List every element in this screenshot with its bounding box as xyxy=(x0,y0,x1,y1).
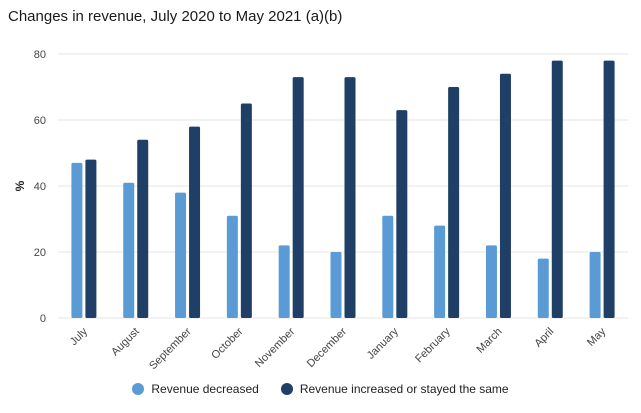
bar-revenue-decreased[interactable] xyxy=(330,252,342,318)
bar-chart: 0 20 40 60 80 % July August September October No… xyxy=(13,49,628,372)
x-tick-label: September xyxy=(147,325,194,372)
x-tick-label: November xyxy=(253,325,298,370)
legend-label: Revenue decreased xyxy=(151,382,259,396)
x-axis-ticks: July August September October November Decemb… xyxy=(68,325,609,372)
bar-revenue-decreased[interactable] xyxy=(226,215,238,318)
bar-revenue-decreased[interactable] xyxy=(434,225,446,318)
legend-swatch xyxy=(280,383,293,395)
y-axis-label: % xyxy=(13,180,27,191)
legend-item-decreased[interactable]: Revenue decreased xyxy=(132,382,259,396)
grid-lines xyxy=(58,53,628,319)
legend-item-increased[interactable]: Revenue increased or stayed the same xyxy=(280,382,509,396)
legend-swatch xyxy=(132,383,145,395)
bar-revenue-decreased[interactable] xyxy=(589,252,601,318)
bar-revenue-increased[interactable] xyxy=(448,87,460,318)
bar-revenue-decreased[interactable] xyxy=(123,182,135,318)
bars xyxy=(71,60,615,319)
y-axis-ticks: 0 20 40 60 80 xyxy=(34,49,46,325)
bar-revenue-increased[interactable] xyxy=(189,126,201,318)
y-tick-label: 20 xyxy=(34,247,46,259)
x-tick-label: March xyxy=(474,326,504,356)
x-tick-label: July xyxy=(68,325,91,348)
x-tick-label: January xyxy=(365,325,402,362)
bar-revenue-increased[interactable] xyxy=(137,139,149,318)
x-tick-label: August xyxy=(109,326,142,359)
chart-title: Changes in revenue, July 2020 to May 202… xyxy=(8,8,343,25)
bar-revenue-increased[interactable] xyxy=(499,73,511,318)
legend: Revenue decreased Revenue increased or s… xyxy=(0,382,641,396)
bar-revenue-decreased[interactable] xyxy=(382,215,394,318)
bar-revenue-decreased[interactable] xyxy=(71,162,83,318)
x-tick-label: May xyxy=(585,325,609,349)
bar-revenue-decreased[interactable] xyxy=(537,258,549,318)
bar-revenue-increased[interactable] xyxy=(551,60,563,318)
bar-revenue-increased[interactable] xyxy=(240,103,252,319)
bar-revenue-increased[interactable] xyxy=(603,60,615,318)
bar-revenue-increased[interactable] xyxy=(344,77,356,318)
bar-revenue-decreased[interactable] xyxy=(485,245,497,318)
y-tick-label: 80 xyxy=(34,49,46,61)
y-tick-label: 60 xyxy=(34,115,46,127)
bar-revenue-decreased[interactable] xyxy=(278,245,290,318)
legend-label: Revenue increased or stayed the same xyxy=(299,382,509,396)
x-tick-label: December xyxy=(305,325,350,370)
y-tick-label: 0 xyxy=(40,313,46,325)
x-tick-label: October xyxy=(209,325,245,361)
bar-revenue-increased[interactable] xyxy=(292,77,304,318)
y-tick-label: 40 xyxy=(34,181,46,193)
bar-revenue-decreased[interactable] xyxy=(175,192,187,318)
x-tick-label: February xyxy=(413,325,453,365)
x-tick-label: April xyxy=(532,326,556,350)
bar-revenue-increased[interactable] xyxy=(85,159,97,318)
bar-revenue-increased[interactable] xyxy=(396,110,408,318)
